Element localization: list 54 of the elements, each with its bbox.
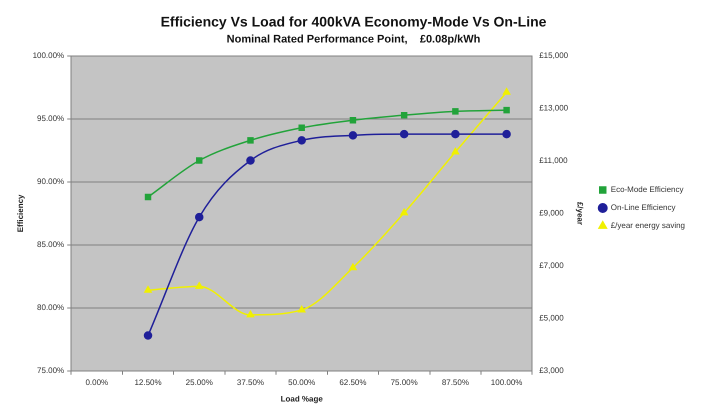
point bbox=[298, 124, 305, 131]
chart-subtitle: Nominal Rated Performance Point, £0.08p/kWh bbox=[226, 33, 481, 46]
x-tick-label: 12.50% bbox=[134, 378, 162, 387]
x-tick-label: 87.50% bbox=[442, 378, 469, 387]
x-tick-label: 37.50% bbox=[236, 378, 264, 387]
chart-title: Efficiency Vs Load for 400kVA Economy-Mode Vs On-Line bbox=[160, 13, 547, 30]
x-tick-label: 50.00% bbox=[288, 378, 316, 387]
point bbox=[348, 131, 358, 140]
point bbox=[400, 208, 408, 216]
y-tick-label: 80.00% bbox=[37, 303, 64, 312]
point bbox=[503, 106, 510, 114]
point bbox=[144, 331, 152, 340]
point bbox=[247, 137, 254, 144]
y2-tick-label: £15,000 bbox=[539, 51, 569, 60]
y-tick-label: 75.00% bbox=[37, 366, 64, 376]
y2-axis-title: £/year bbox=[576, 202, 585, 225]
y-tick-label: 100.00% bbox=[32, 51, 64, 60]
point bbox=[194, 212, 204, 222]
point bbox=[144, 194, 152, 200]
point bbox=[246, 310, 254, 318]
y2-tick-label: £3,000 bbox=[539, 366, 564, 376]
legend-label: £/year energy saving bbox=[610, 221, 685, 230]
point bbox=[350, 116, 356, 124]
point bbox=[502, 130, 511, 138]
point bbox=[195, 282, 204, 289]
x-tick-label: 0.00% bbox=[85, 378, 108, 387]
y2-tick-label: £9,000 bbox=[539, 208, 564, 218]
point bbox=[297, 136, 306, 145]
point bbox=[246, 156, 255, 165]
y-tick-label: 95.00% bbox=[37, 114, 64, 124]
point bbox=[452, 108, 459, 115]
legend-label: On-Line Efficiency bbox=[610, 203, 676, 212]
point bbox=[400, 130, 408, 138]
x-axis-title: Load %age bbox=[280, 394, 324, 404]
y2-tick-label: £13,000 bbox=[539, 104, 569, 113]
y-axis-title: Efficiency bbox=[16, 194, 26, 232]
point bbox=[349, 263, 357, 270]
point bbox=[196, 157, 202, 164]
point bbox=[298, 306, 306, 312]
x-tick-label: 62.50% bbox=[339, 378, 366, 387]
y-tick-label: 85.00% bbox=[37, 240, 64, 250]
x-tick-label: 100.00% bbox=[490, 378, 522, 387]
point bbox=[144, 286, 152, 293]
point bbox=[400, 112, 408, 118]
y2-tick-label: £5,000 bbox=[539, 314, 564, 323]
point bbox=[502, 88, 510, 95]
y2-tick-label: £7,000 bbox=[539, 261, 564, 270]
legend-label: Eco-Mode Efficiency bbox=[610, 185, 684, 194]
point bbox=[451, 130, 460, 138]
y-tick-label: 90.00% bbox=[37, 177, 64, 186]
x-tick-label: 25.00% bbox=[186, 378, 213, 387]
point bbox=[452, 148, 460, 155]
x-tick-label: 75.00% bbox=[390, 378, 418, 387]
y2-tick-label: £11,000 bbox=[539, 156, 568, 166]
